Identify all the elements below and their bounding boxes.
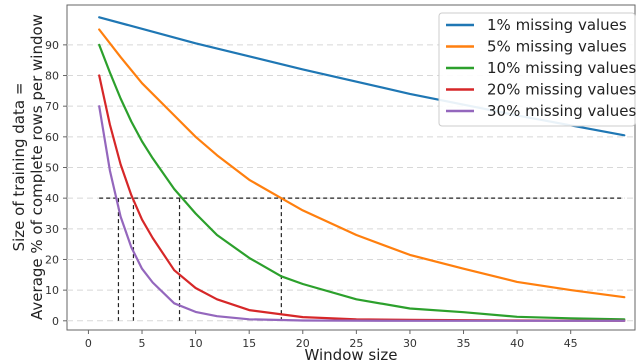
y-tick-label: 40 <box>45 192 59 205</box>
series-line-3 <box>98 43 626 321</box>
y-tick-label: 20 <box>45 253 59 266</box>
y-axis-label: Size of training data = Average % of com… <box>10 14 46 320</box>
y-tick-label: 60 <box>45 131 59 144</box>
legend-label: 20% missing values <box>487 81 636 99</box>
series-line-2 <box>98 28 626 299</box>
y-tick-label: 30 <box>45 223 59 236</box>
x-tick-label: 15 <box>242 337 256 350</box>
x-tick-label: 10 <box>189 337 203 350</box>
x-tick-label: 25 <box>349 337 363 350</box>
x-tick-label: 5 <box>139 337 146 350</box>
y-tick-label: 50 <box>45 162 59 175</box>
y-tick-label: 0 <box>52 315 59 328</box>
legend-label: 30% missing values <box>487 102 636 120</box>
legend-label: 5% missing values <box>487 38 627 56</box>
x-tick-label: 0 <box>85 337 92 350</box>
y-tick-label: 10 <box>45 284 59 297</box>
y-tick-label: 70 <box>45 100 59 113</box>
y-tick-label: 90 <box>45 39 59 52</box>
reference-lines <box>99 197 625 321</box>
x-tick-label: 45 <box>564 337 578 350</box>
legend-label: 1% missing values <box>487 16 627 34</box>
y-axis-ticks: 0 10 20 30 40 50 60 70 80 90 <box>45 39 67 328</box>
x-tick-label: 30 <box>403 337 417 350</box>
legend-item: 1% missing values <box>446 16 627 34</box>
legend-label: 10% missing values <box>487 59 636 77</box>
y-axis-label-line-2: Average % of complete rows per window <box>28 14 46 320</box>
y-axis-label-line-1: Size of training data = <box>10 83 28 252</box>
x-axis-ticks: 0 5 10 15 20 25 30 35 40 45 <box>85 330 578 350</box>
series-line-5 <box>98 105 626 322</box>
legend-box <box>438 12 636 127</box>
legend-item: 10% missing values <box>446 59 636 77</box>
x-axis-label: Window size <box>305 346 398 364</box>
y-tick-label: 80 <box>45 70 59 83</box>
legend-item: 5% missing values <box>446 38 627 56</box>
x-tick-label: 40 <box>510 337 524 350</box>
legend-item: 20% missing values <box>446 81 636 99</box>
legend-item: 30% missing values <box>446 102 636 120</box>
x-tick-label: 20 <box>296 337 310 350</box>
x-tick-label: 35 <box>457 337 471 350</box>
legend: 1% missing values 5% missing values 10% mi… <box>438 12 636 127</box>
